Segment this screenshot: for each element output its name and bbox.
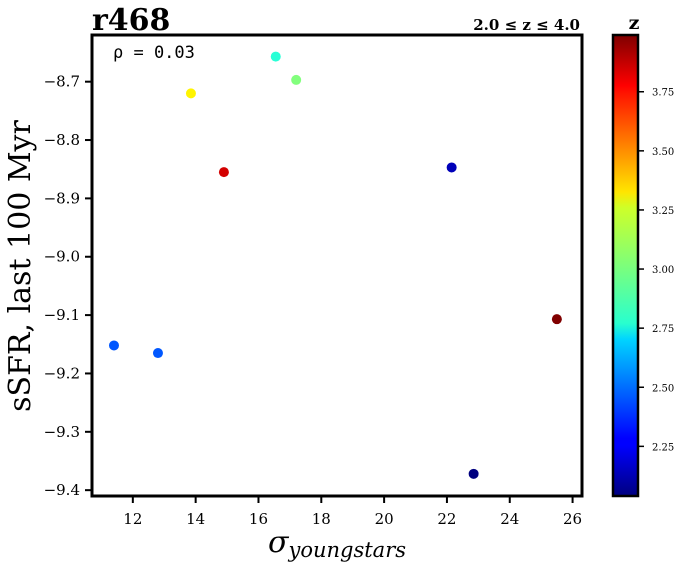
data-points [108,51,562,479]
x-tick-label: 24 [500,510,519,528]
scatter-point [446,162,457,173]
scatter-point [551,314,562,325]
colorbar-ticks: 2.25 2.50 2.75 3.00 3.25 3.50 3.75 [638,88,674,453]
y-tick-label: −9.4 [44,481,80,499]
y-tick-label: −8.7 [44,73,80,91]
colorbar-tick-label: 3.75 [652,88,674,99]
x-tick-label: 14 [186,510,205,528]
x-tick-label: 12 [123,510,142,528]
scatter-point [218,167,229,178]
x-axis-ticks: 12 14 16 18 20 22 24 26 [123,496,582,528]
y-tick-label: −9.1 [44,306,80,324]
colorbar-tick-label: 2.50 [652,383,674,394]
colorbar-tick-label: 3.25 [652,206,674,217]
scatter-point [152,348,163,359]
colorbar-label: z [629,12,640,34]
y-axis-label: sSFR, last 100 Myr [3,119,38,411]
scatter-point [270,51,281,62]
x-tick-label: 16 [249,510,268,528]
chart-title: r468 [92,3,170,38]
redshift-range-label: 2.0 ≤ z ≤ 4.0 [473,16,580,34]
y-tick-label: −9.2 [44,364,80,382]
colorbar-tick-label: 2.25 [652,442,674,453]
x-tick-label: 26 [563,510,582,528]
y-tick-label: −9.3 [44,423,80,441]
x-axis-label: σyoungstars [268,525,406,562]
y-tick-label: −8.9 [44,189,80,207]
y-tick-label: −8.8 [44,131,80,149]
colorbar-tick-label: 3.00 [652,265,674,276]
y-axis-ticks: −8.7 −8.8 −8.9 −9.0 −9.1 −9.2 −9.3 −9.4 [44,73,92,499]
y-tick-label: −9.0 [44,248,80,266]
x-tick-label: 22 [437,510,456,528]
plot-area [90,33,584,498]
colorbar-tick-label: 3.50 [652,147,674,158]
scatter-point [291,74,302,85]
scatter-point [468,468,479,479]
scatter-point [108,340,119,351]
colorbar-tick-label: 2.75 [652,324,674,335]
colorbar [611,33,640,498]
x-axis-label-subscript: youngstars [287,538,406,562]
scatter-point [185,88,196,99]
correlation-annotation: ρ = 0.03 [113,43,195,63]
x-tick-label: 18 [312,510,331,528]
x-tick-label: 20 [375,510,394,528]
x-axis-label-base: σ [268,525,290,560]
